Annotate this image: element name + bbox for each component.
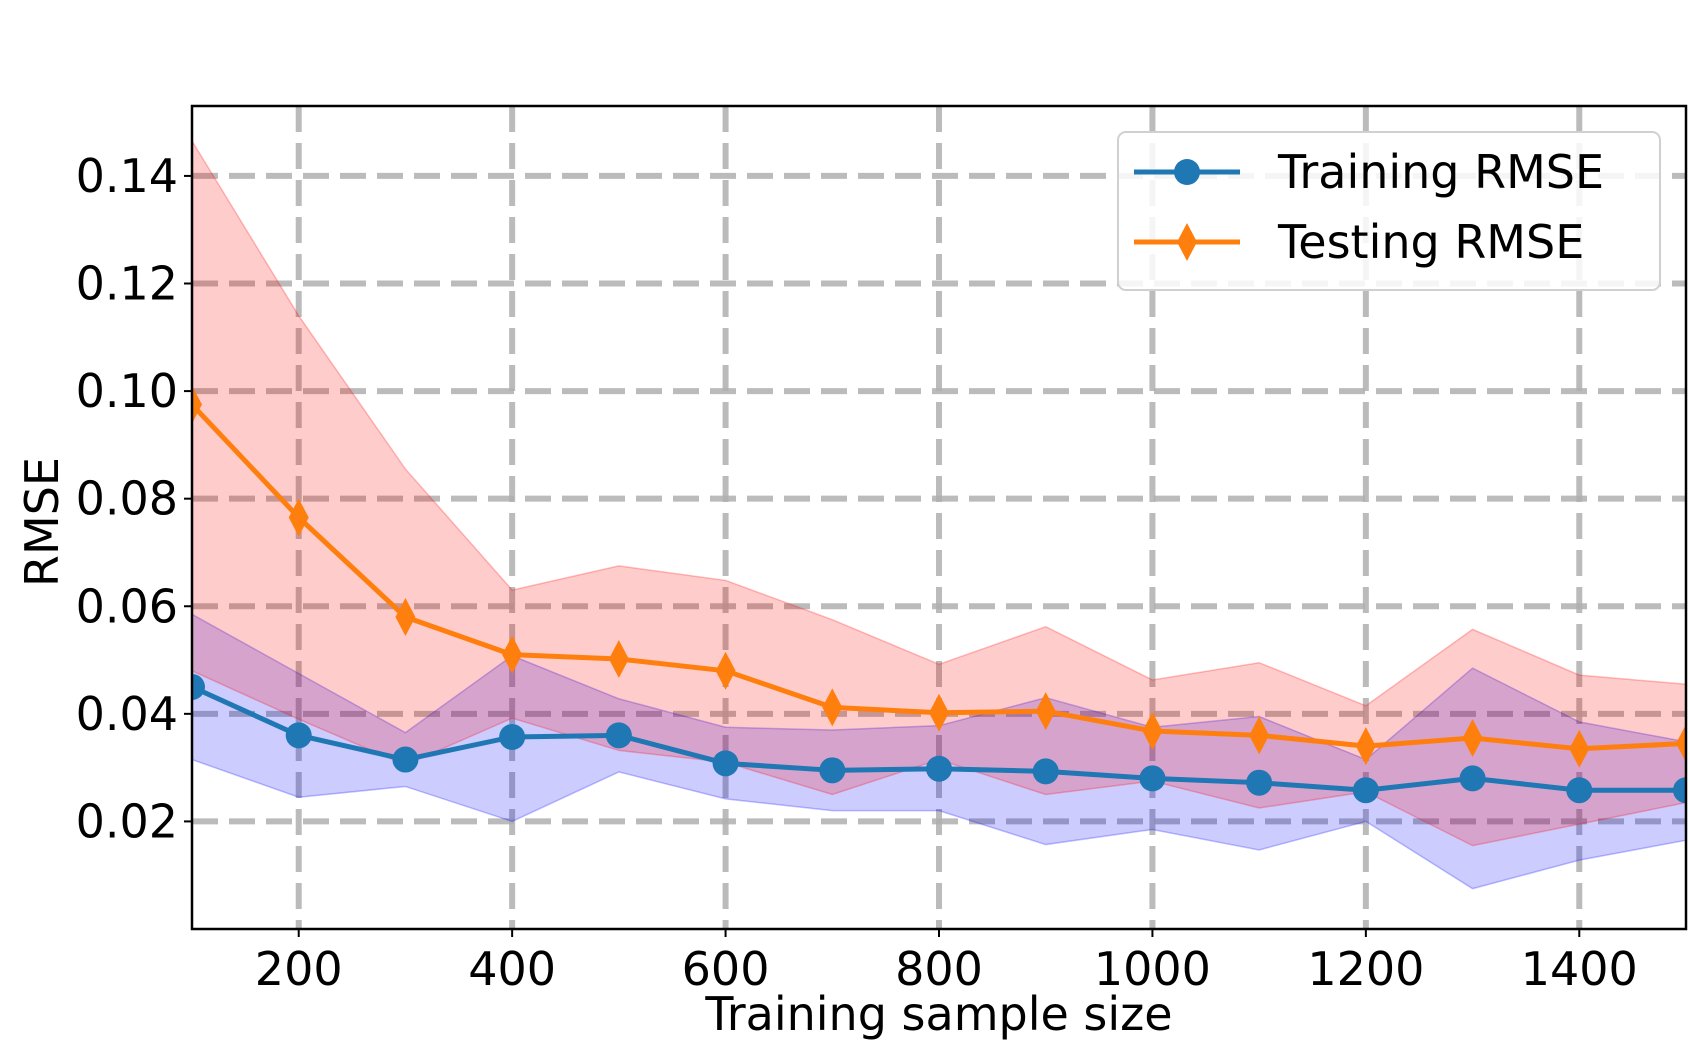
- point-training: [1139, 765, 1166, 792]
- point-testing: [1249, 716, 1270, 755]
- point-testing: [715, 651, 736, 690]
- point-testing: [608, 639, 629, 678]
- point-training: [1246, 769, 1273, 796]
- legend-label-testing: Testing RMSE: [1277, 215, 1584, 269]
- x-tick-label: 1200: [1307, 942, 1424, 996]
- point-testing: [1569, 729, 1590, 768]
- point-testing: [822, 688, 843, 727]
- legend-marker-testing: [1177, 223, 1197, 261]
- x-tick-label: 1400: [1521, 942, 1638, 996]
- x-tick-label: 800: [895, 942, 983, 996]
- point-training: [712, 750, 739, 777]
- point-training: [285, 722, 312, 749]
- point-testing: [1142, 712, 1163, 751]
- error-bands: [192, 139, 1686, 890]
- legend: Training RMSE Testing RMSE: [1117, 131, 1661, 291]
- point-testing: [1676, 724, 1686, 763]
- x-tick-label: 600: [682, 942, 770, 996]
- point-training: [192, 673, 205, 700]
- point-training: [1352, 777, 1379, 804]
- y-axis-label: RMSE: [15, 457, 69, 587]
- point-testing: [1462, 719, 1483, 758]
- legend-box: [1117, 131, 1661, 291]
- band-training: [192, 613, 1686, 890]
- point-testing: [395, 598, 416, 637]
- point-testing: [929, 693, 949, 732]
- y-tick-label: 0.12: [76, 257, 178, 311]
- point-training: [499, 723, 526, 750]
- point-training: [605, 722, 632, 749]
- point-training: [392, 746, 419, 773]
- point-training: [1032, 758, 1059, 785]
- y-tick-label: 0.14: [76, 149, 178, 203]
- x-tick-label: 400: [468, 942, 556, 996]
- y-tick-label: 0.10: [76, 364, 178, 418]
- point-testing: [502, 635, 523, 674]
- point-testing: [288, 498, 309, 537]
- point-training: [1673, 777, 1686, 804]
- band-testing: [192, 139, 1686, 847]
- point-training: [1566, 777, 1593, 804]
- x-axis-label: Training sample size: [704, 987, 1172, 1041]
- point-training: [1459, 765, 1486, 792]
- legend-label-training: Training RMSE: [1277, 145, 1604, 199]
- ticks: 200 400 600 800 1000 1200 1400 0.02 0.04 0.06 0.08…: [76, 149, 1638, 996]
- point-testing: [192, 385, 202, 424]
- legend-marker-training: [1174, 159, 1200, 185]
- y-tick-label: 0.02: [76, 794, 178, 848]
- point-training: [926, 755, 952, 782]
- y-tick-label: 0.08: [76, 472, 178, 526]
- y-tick-label: 0.04: [76, 687, 178, 741]
- y-tick-label: 0.06: [76, 579, 178, 633]
- x-tick-label: 1000: [1094, 942, 1211, 996]
- point-testing: [1355, 727, 1376, 766]
- series-markers: [192, 385, 1686, 804]
- x-tick-label: 200: [255, 942, 343, 996]
- point-testing: [1035, 692, 1056, 731]
- point-training: [819, 757, 846, 784]
